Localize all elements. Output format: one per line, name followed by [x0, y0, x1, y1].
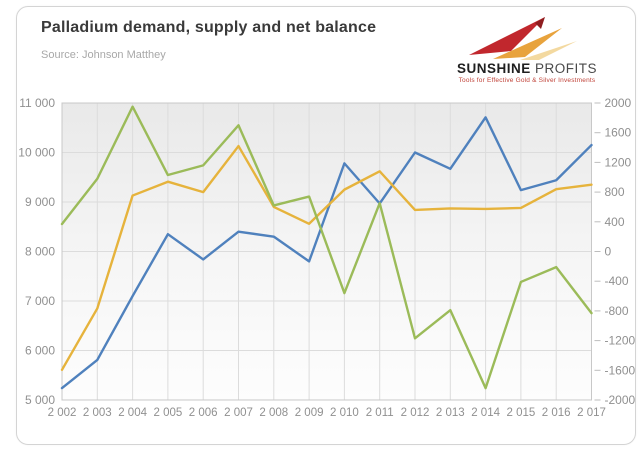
logo-tagline: Tools for Effective Gold & Silver Invest… — [458, 77, 596, 84]
logo-arrow-icon — [469, 17, 577, 60]
logo-wordmark: SUNSHINE PROFITS — [447, 61, 607, 76]
chart-card: Palladium demand, supply and net balance… — [16, 6, 636, 445]
logo-brand-bold: SUNSHINE — [456, 61, 531, 76]
chart-title: Palladium demand, supply and net balance — [41, 19, 377, 36]
chart-source: Source: Johnson Matthey — [41, 49, 166, 61]
sunshine-profits-logo: SUNSHINE PROFITS Tools for Effective Gol… — [447, 13, 607, 93]
logo-brand-light: PROFITS — [535, 61, 598, 76]
